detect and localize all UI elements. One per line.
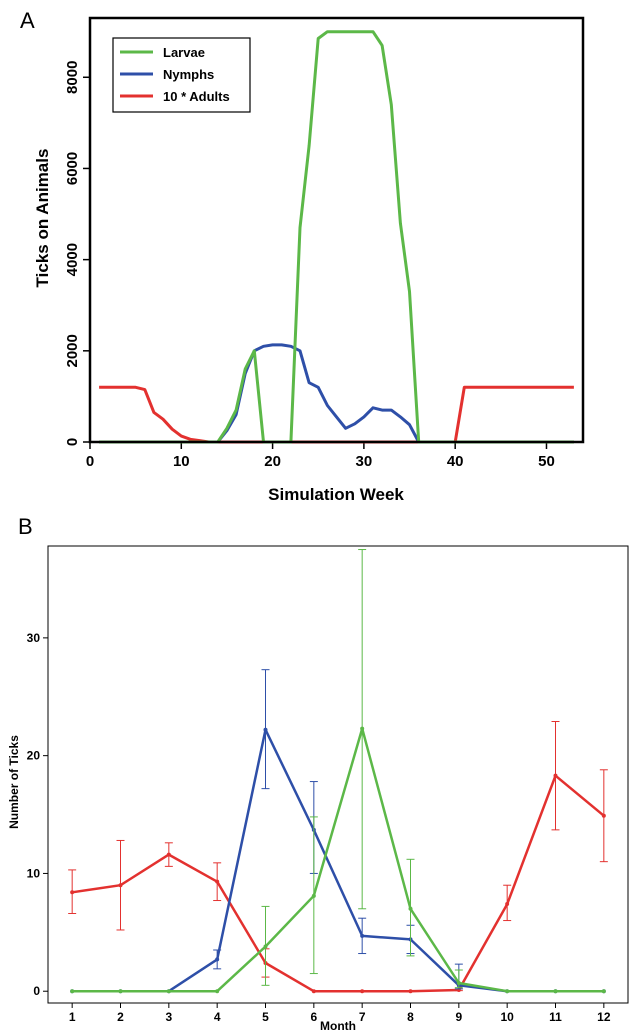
x-tick-label: 8 [407, 1010, 414, 1024]
y-tick-label: 2000 [64, 334, 81, 367]
data-point-adults [553, 773, 558, 778]
data-point-larvae [70, 989, 75, 994]
y-tick-label: 8000 [64, 61, 81, 94]
x-tick-label: 9 [455, 1010, 462, 1024]
legend-label: 10 * Adults [163, 89, 230, 104]
y-tick-label: 10 [27, 866, 41, 880]
data-point-adults [118, 883, 123, 888]
data-point-adults [505, 902, 510, 907]
x-tick-label: 20 [264, 453, 281, 470]
y-tick-label: 4000 [64, 243, 81, 276]
y-tick-label: 6000 [64, 152, 81, 185]
y-tick-label: 0 [33, 984, 40, 998]
data-point-adults [601, 813, 606, 818]
data-point-nymphs [263, 727, 268, 732]
x-tick-label: 50 [538, 453, 555, 470]
data-point-larvae [311, 893, 316, 898]
panel-b-x-axis-label: Month [320, 1019, 356, 1033]
data-point-larvae [263, 944, 268, 949]
data-point-adults [311, 989, 316, 994]
panel-a-x-axis-label: Simulation Week [268, 485, 404, 504]
data-point-adults [215, 879, 220, 884]
x-tick-label: 40 [447, 453, 464, 470]
data-point-adults [70, 890, 75, 895]
data-point-larvae [553, 989, 558, 994]
x-tick-label: 10 [500, 1010, 514, 1024]
series-line-larvae [99, 30, 574, 444]
data-point-larvae [601, 989, 606, 994]
x-tick-label: 0 [86, 453, 94, 470]
plot-frame [47, 545, 629, 1004]
plot-frame [88, 16, 585, 444]
y-tick-label: 20 [27, 749, 41, 763]
data-point-larvae [505, 989, 510, 994]
data-point-adults [360, 989, 365, 994]
x-tick-label: 5 [262, 1010, 269, 1024]
x-tick-label: 1 [69, 1010, 76, 1024]
x-tick-label: 6 [310, 1010, 317, 1024]
data-point-larvae [166, 989, 171, 994]
x-tick-label: 30 [356, 453, 373, 470]
panel-a-letter: A [20, 8, 35, 33]
panel-b-y-axis-label: Number of Ticks [7, 735, 21, 829]
data-point-adults [408, 989, 413, 994]
series-line-larvae [72, 727, 604, 993]
data-point-larvae [118, 989, 123, 994]
panel-a-chart: 0 10 20 30 40 50 0 2000 4000 6000 8000 Larvae Nymphs… [64, 16, 585, 470]
data-point-adults [166, 852, 171, 857]
x-tick-label: 3 [165, 1010, 172, 1024]
legend-label: Nymphs [163, 67, 214, 82]
x-tick-label: 11 [549, 1010, 562, 1024]
data-point-larvae [408, 906, 413, 911]
panel-a-y-axis-label: Ticks on Animals [33, 149, 52, 288]
data-point-larvae [360, 726, 365, 731]
y-tick-label: 0 [64, 438, 81, 446]
x-tick-label: 10 [173, 453, 190, 470]
series-line-adults [72, 774, 605, 993]
x-tick-label: 7 [359, 1010, 366, 1024]
data-point-larvae [456, 980, 461, 985]
x-tick-label: 12 [597, 1010, 611, 1024]
x-tick-label: 2 [117, 1010, 124, 1024]
data-point-nymphs [215, 957, 220, 962]
panel-b-letter: B [18, 514, 33, 539]
legend-label: Larvae [163, 45, 205, 60]
x-tick-label: 4 [214, 1010, 221, 1024]
data-point-larvae [215, 989, 220, 994]
data-point-nymphs [360, 933, 365, 938]
y-tick-label: 30 [27, 631, 41, 645]
